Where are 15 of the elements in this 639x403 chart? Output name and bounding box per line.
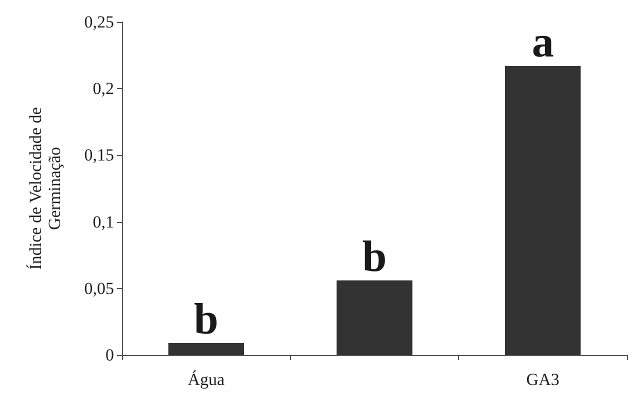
y-tick-label: 0,05 — [84, 278, 114, 298]
y-tick-label: 0,2 — [92, 79, 114, 98]
x-tick-label: Água — [188, 370, 226, 389]
y-tick-label: 0,1 — [92, 212, 114, 232]
y-tick-label: 0 — [106, 346, 114, 364]
x-tick-label: GA3 — [526, 370, 560, 389]
y-tick-label: 0,15 — [84, 146, 114, 165]
y-tick-label: 0,25 — [84, 12, 114, 32]
y-axis-title: Índice de Velocidade de Germinação — [26, 107, 64, 270]
data-label: a — [532, 17, 554, 66]
data-label: b — [362, 232, 387, 281]
data-label: b — [194, 294, 218, 344]
bar — [336, 280, 412, 355]
bar — [504, 66, 581, 355]
bar — [168, 343, 244, 355]
